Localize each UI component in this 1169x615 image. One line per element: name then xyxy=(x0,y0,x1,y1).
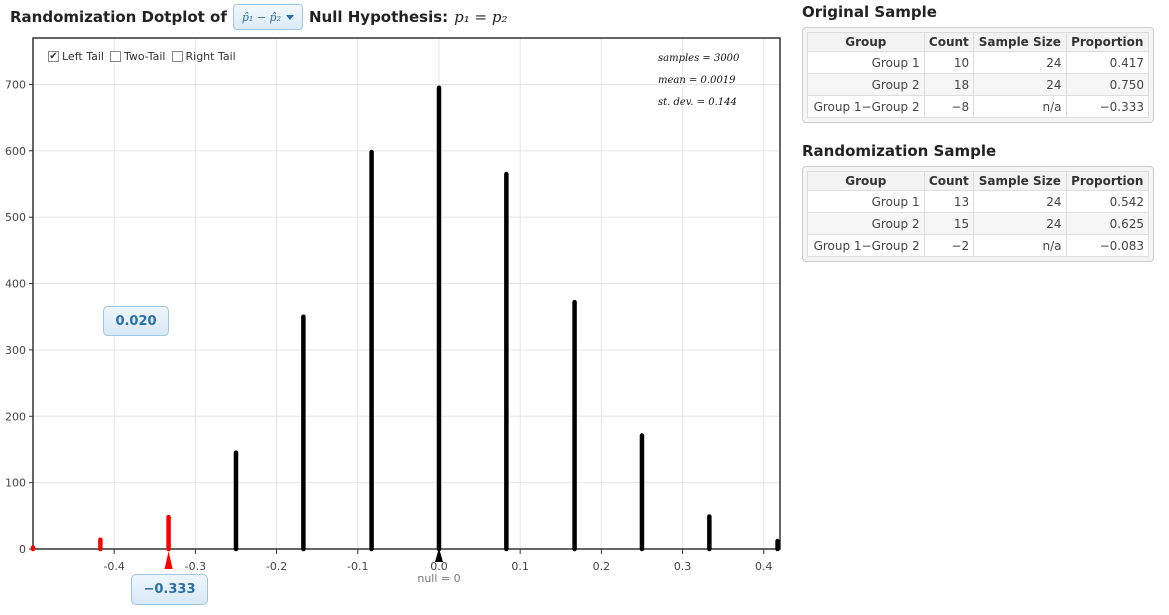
two-tail-option[interactable]: Two-Tail xyxy=(109,50,166,63)
table-cell: Group 2 xyxy=(807,212,925,235)
column-header: Count xyxy=(923,171,975,191)
y-tick-label: 400 xyxy=(5,278,26,291)
table-cell: −2 xyxy=(923,234,975,257)
y-tick-label: 100 xyxy=(5,477,26,490)
table-cell: 0.750 xyxy=(1065,73,1150,96)
chevron-down-icon xyxy=(286,14,294,20)
x-tick-label: -0.2 xyxy=(266,560,287,573)
original-sample-table: Group Count Sample Size Proportion Group… xyxy=(807,32,1150,118)
right-tail-option[interactable]: Right Tail xyxy=(171,50,236,63)
table-cell: Group 1 xyxy=(807,51,925,74)
dotplot-chart: 0 100 200 300 400 500 600 700 -0.4 -0.3 -0.2 -0.1 0.… xyxy=(5,37,781,585)
table-cell: Group 1 xyxy=(807,190,925,213)
x-tick-label: -0.1 xyxy=(347,560,368,573)
two-tail-label: Two-Tail xyxy=(123,50,166,63)
x-tick-label: -0.3 xyxy=(185,560,206,573)
tail-options: ✔ Left Tail Two-Tail Right Tail xyxy=(48,50,236,63)
y-tick-label: 700 xyxy=(5,78,26,91)
null-marker xyxy=(434,548,443,562)
x-tick-label: 0.3 xyxy=(674,560,692,573)
two-tail-checkbox[interactable] xyxy=(109,51,121,62)
table-cell: 24 xyxy=(973,73,1067,96)
x-tick-label: 0.0 xyxy=(430,560,448,573)
table-cell: Group 2 xyxy=(807,73,925,96)
right-tail-checkbox[interactable] xyxy=(171,51,183,62)
observed-marker xyxy=(164,551,173,569)
y-tick-label: 200 xyxy=(5,410,26,423)
original-sample-panel: Group Count Sample Size Proportion Group… xyxy=(802,27,1154,123)
column-header: Sample Size xyxy=(973,32,1067,52)
mean-stat: mean = 0.0019 xyxy=(658,75,736,86)
table-cell: Group 1−Group 2 xyxy=(807,95,925,118)
left-tail-option[interactable]: ✔ Left Tail xyxy=(48,50,104,63)
table-cell: 24 xyxy=(973,212,1067,235)
dotplot-area: 0 100 200 300 400 500 600 700 -0.4 -0.3 -0.2 -0.1 0.… xyxy=(0,30,790,611)
table-row: Group 1 10 24 0.417 xyxy=(807,51,1150,74)
table-cell: −0.083 xyxy=(1065,234,1150,257)
column-header: Count xyxy=(923,32,975,52)
null-label: null = 0 xyxy=(417,572,460,585)
x-tick-label: 0.2 xyxy=(593,560,611,573)
randomization-sample-panel: Group Count Sample Size Proportion Group… xyxy=(802,166,1154,262)
y-tick-label: 0 xyxy=(19,543,26,556)
table-cell: 0.542 xyxy=(1065,190,1150,213)
sd-stat: st. dev. = 0.144 xyxy=(658,97,737,108)
observed-statistic-badge[interactable]: −0.333 xyxy=(131,574,208,605)
column-header: Proportion xyxy=(1065,171,1150,191)
statistic-label: p̂₁ − p̂₂ xyxy=(241,10,281,24)
table-row: Group 1 13 24 0.542 xyxy=(807,190,1150,213)
column-header: Group xyxy=(807,171,925,191)
table-cell: 13 xyxy=(923,190,975,213)
original-sample-title: Original Sample xyxy=(802,3,937,21)
column-header: Group xyxy=(807,32,925,52)
plot-title: Randomization Dotplot of xyxy=(10,8,227,26)
y-tick-label: 300 xyxy=(5,344,26,357)
x-tick-label: -0.4 xyxy=(103,560,124,573)
table-cell: 0.625 xyxy=(1065,212,1150,235)
right-tail-label: Right Tail xyxy=(185,50,236,63)
table-cell: −0.333 xyxy=(1065,95,1150,118)
tail-proportion-badge[interactable]: 0.020 xyxy=(103,306,169,336)
hypothesis-expression: p₁ = p₂ xyxy=(454,8,508,26)
table-cell: Group 1−Group 2 xyxy=(807,234,925,257)
table-row: Group 1−Group 2 −2 n/a −0.083 xyxy=(807,234,1150,257)
x-tick-label: 0.1 xyxy=(511,560,529,573)
plot-frame xyxy=(32,37,781,550)
table-cell: −8 xyxy=(923,95,975,118)
randomization-sample-table: Group Count Sample Size Proportion Group… xyxy=(807,171,1150,257)
table-header-row: Group Count Sample Size Proportion xyxy=(807,32,1150,52)
y-tick-label: 600 xyxy=(5,145,26,158)
table-cell: n/a xyxy=(973,234,1067,257)
summary-stats: samples = 3000 mean = 0.0019 st. dev. = … xyxy=(658,48,739,114)
table-cell: 10 xyxy=(923,51,975,74)
table-cell: 24 xyxy=(973,190,1067,213)
table-cell: 15 xyxy=(923,212,975,235)
column-header: Proportion xyxy=(1065,32,1150,52)
table-row: Group 1−Group 2 −8 n/a −0.333 xyxy=(807,95,1150,118)
table-cell: 24 xyxy=(973,51,1067,74)
column-header: Sample Size xyxy=(973,171,1067,191)
hypothesis-label: Null Hypothesis: xyxy=(309,8,449,26)
table-row: Group 2 15 24 0.625 xyxy=(807,212,1150,235)
table-cell: 0.417 xyxy=(1065,51,1150,74)
table-cell: 18 xyxy=(923,73,975,96)
left-tail-label: Left Tail xyxy=(62,50,104,63)
samples-stat: samples = 3000 xyxy=(658,53,740,64)
table-row: Group 2 18 24 0.750 xyxy=(807,73,1150,96)
table-header-row: Group Count Sample Size Proportion xyxy=(807,171,1150,191)
y-tick-label: 500 xyxy=(5,211,26,224)
randomization-sample-title: Randomization Sample xyxy=(802,142,997,160)
statistic-dropdown[interactable]: p̂₁ − p̂₂ xyxy=(232,4,303,30)
x-tick-label: 0.4 xyxy=(755,560,773,573)
table-cell: n/a xyxy=(973,95,1067,118)
dotplot-header: Randomization Dotplot of p̂₁ − p̂₂ Null … xyxy=(10,3,507,31)
left-tail-checkbox[interactable]: ✔ xyxy=(48,50,59,62)
